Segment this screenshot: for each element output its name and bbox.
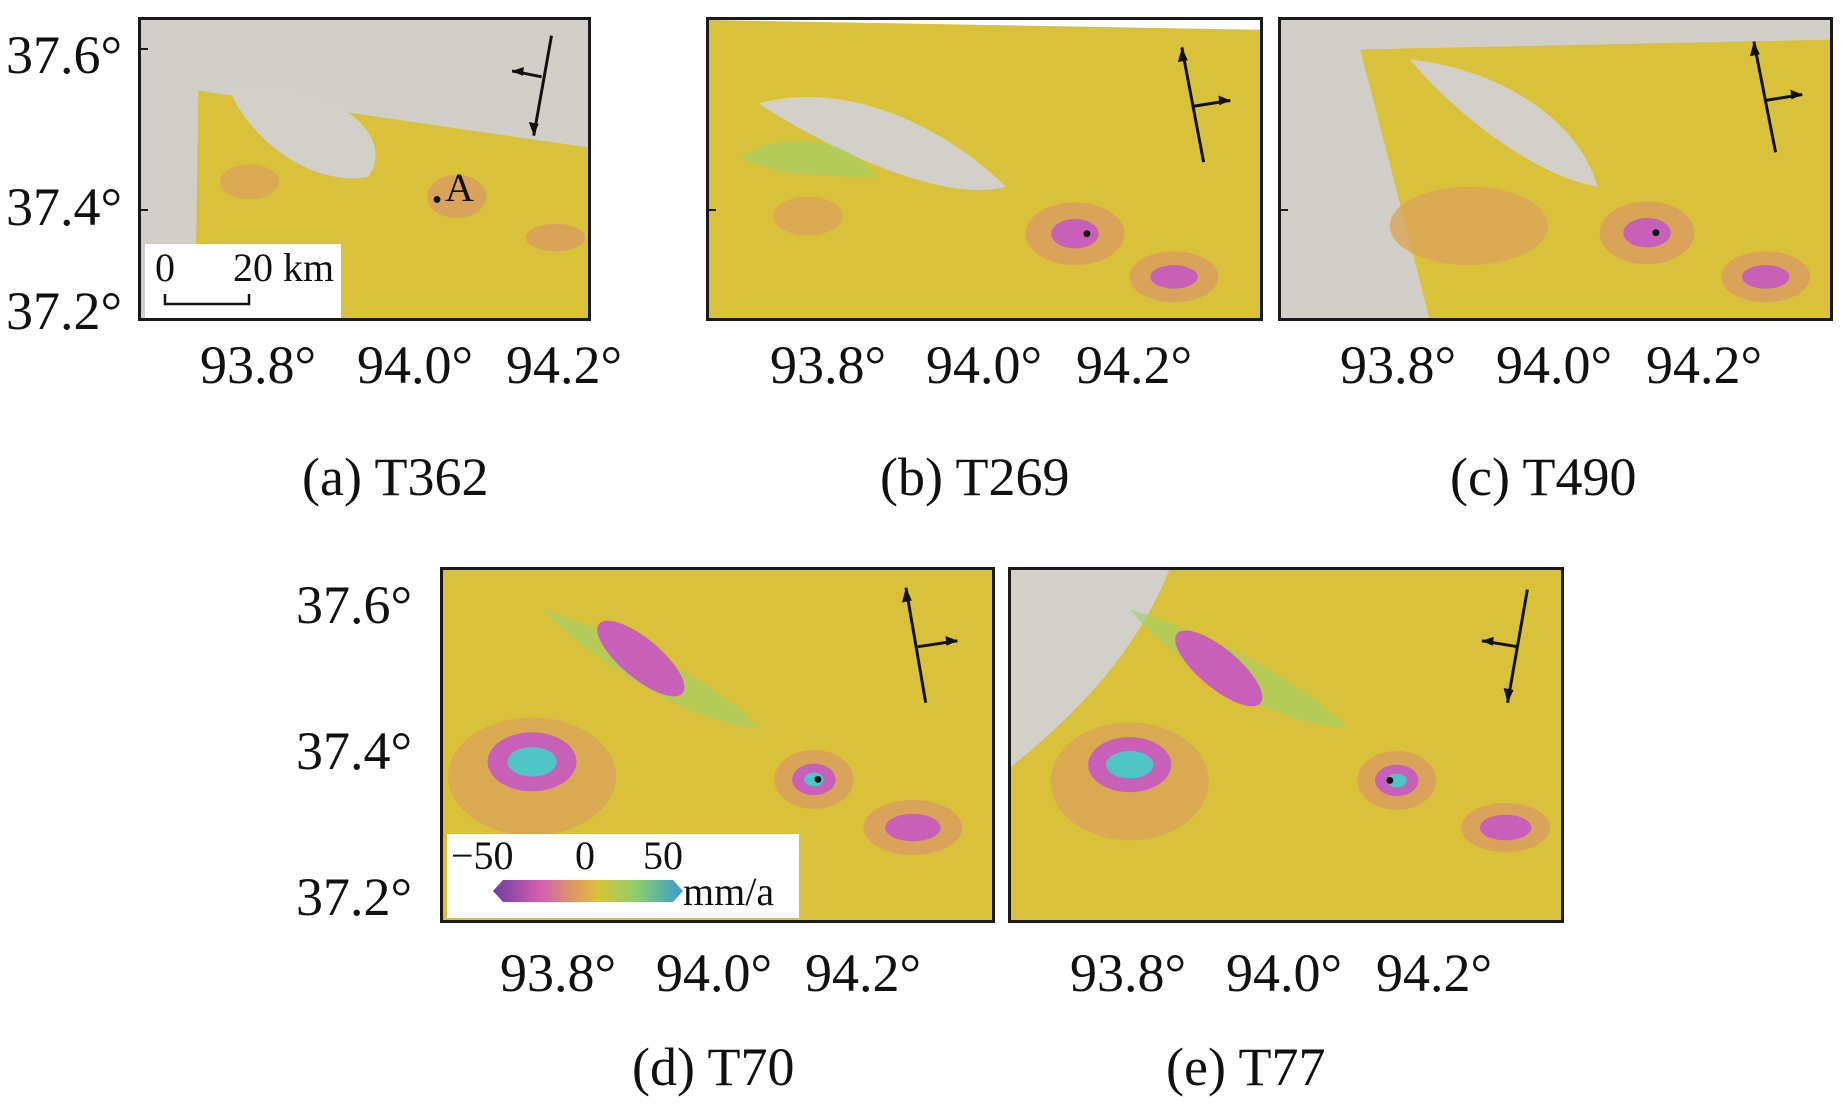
colorbar-tick-minus50: −50: [451, 833, 514, 878]
x-label-94-2-d: 94.2°: [805, 943, 922, 1003]
colorbar-legend: −50 0 50 mm/a: [447, 834, 799, 918]
insar-map-b: [709, 20, 1260, 318]
x-label-93-8-a: 93.8°: [200, 335, 317, 395]
map-frame-b: [706, 17, 1263, 321]
scale-bar: 0 20 km: [145, 244, 341, 318]
y-label-37-6-d: 37.6°: [296, 575, 413, 635]
y-label-37-2: 37.2°: [6, 281, 123, 341]
map-frame-e: [1008, 567, 1564, 923]
map-frame-a: A 0 20 km: [138, 17, 591, 321]
y-label-37-2-d: 37.2°: [296, 867, 413, 927]
y-label-37-4: 37.4°: [6, 177, 123, 237]
scale-bar-start: 0: [155, 245, 175, 290]
caption-b: (b) T269: [880, 447, 1070, 507]
x-label-94-0-c: 94.0°: [1496, 335, 1613, 395]
x-label-94-0-e: 94.0°: [1226, 943, 1343, 1003]
x-label-94-2-e: 94.2°: [1376, 943, 1493, 1003]
caption-c: (c) T490: [1450, 447, 1637, 507]
x-label-94-0-a: 94.0°: [357, 335, 474, 395]
insar-map-e: [1011, 570, 1561, 920]
colorbar-tick-0: 0: [575, 833, 595, 878]
caption-a: (a) T362: [302, 447, 489, 507]
x-label-94-0-b: 94.0°: [926, 335, 1043, 395]
x-label-93-8-c: 93.8°: [1340, 335, 1457, 395]
y-label-37-4-d: 37.4°: [296, 721, 413, 781]
x-label-93-8-d: 93.8°: [500, 943, 617, 1003]
x-label-94-2-c: 94.2°: [1646, 335, 1763, 395]
scale-bar-line: [163, 294, 251, 306]
map-frame-c: [1278, 17, 1833, 321]
map-frame-d: −50 0 50 mm/a: [440, 567, 995, 923]
x-label-93-8-b: 93.8°: [770, 335, 887, 395]
scale-bar-end: 20 km: [233, 245, 335, 290]
insar-map-c: [1281, 20, 1830, 318]
colorbar-unit: mm/a: [683, 869, 775, 914]
y-label-37-6: 37.6°: [6, 25, 123, 85]
x-label-93-8-e: 93.8°: [1070, 943, 1187, 1003]
x-label-94-0-d: 94.0°: [656, 943, 773, 1003]
x-label-94-2-a: 94.2°: [506, 335, 623, 395]
x-label-94-2-b: 94.2°: [1076, 335, 1193, 395]
point-label-a: A: [445, 165, 474, 210]
caption-e: (e) T77: [1166, 1037, 1326, 1097]
caption-d: (d) T70: [632, 1037, 795, 1097]
colorbar-gradient: [493, 880, 683, 902]
colorbar-tick-50: 50: [643, 833, 683, 878]
